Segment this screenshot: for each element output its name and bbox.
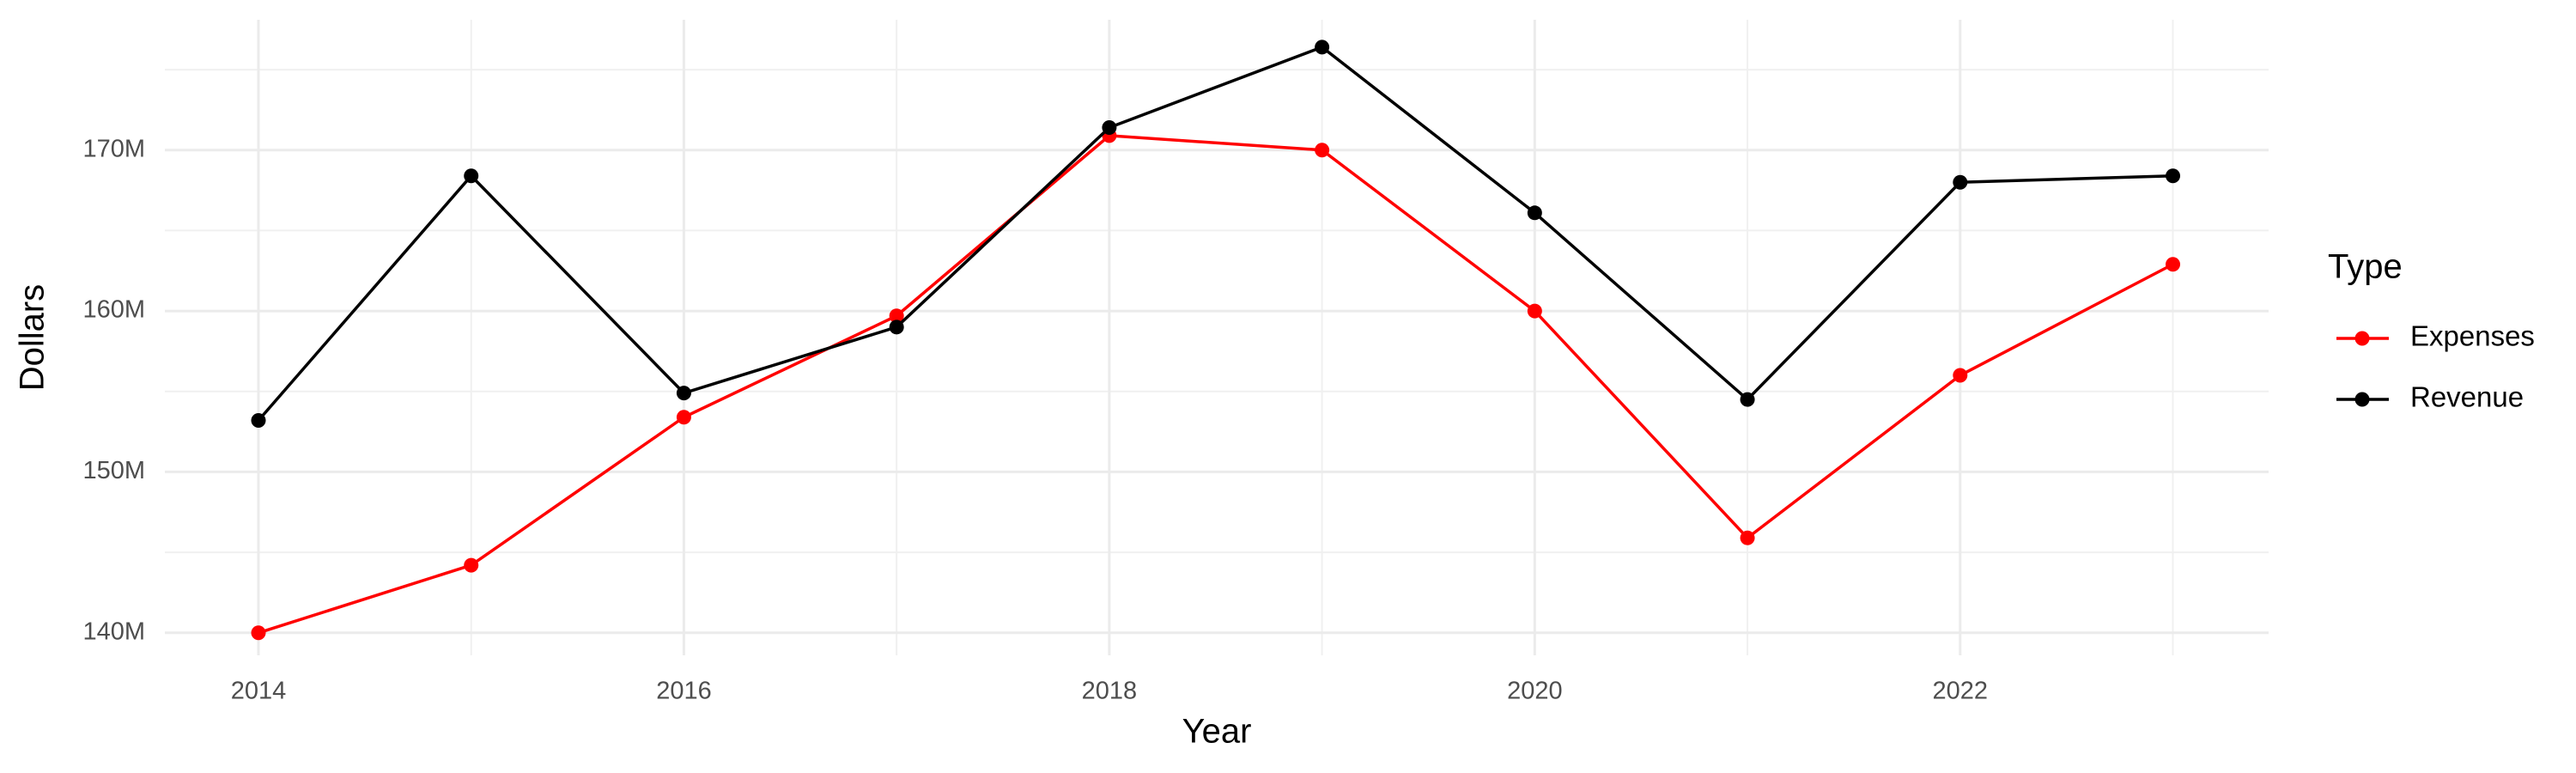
data-point: [1953, 174, 1968, 190]
data-point: [464, 168, 479, 184]
legend-point: [2354, 392, 2370, 407]
data-point: [251, 625, 266, 641]
data-point: [1527, 205, 1542, 221]
data-point: [1102, 120, 1117, 136]
data-point: [1315, 143, 1330, 158]
data-point: [1527, 303, 1542, 319]
data-point: [1953, 368, 1968, 383]
data-point: [889, 308, 904, 324]
data-point: [464, 557, 479, 573]
x-tick-label: 2020: [1507, 678, 1563, 705]
legend-label: Expenses: [2410, 320, 2535, 352]
x-axis-title: Year: [1182, 713, 1252, 751]
data-point: [1740, 392, 1755, 407]
y-tick-label: 150M: [82, 457, 145, 484]
data-point: [1315, 40, 1330, 55]
data-point: [2166, 257, 2181, 272]
x-tick-label: 2016: [656, 678, 712, 705]
legend-title: Type: [2328, 248, 2403, 286]
data-point: [251, 412, 266, 428]
legend-point: [2354, 331, 2370, 346]
x-tick-label: 2018: [1082, 678, 1138, 705]
legend-label: Revenue: [2410, 381, 2524, 413]
data-point: [676, 386, 691, 401]
data-point: [889, 320, 904, 335]
series-line: [257, 45, 2173, 422]
data-point: [2166, 168, 2181, 184]
data-point: [676, 410, 691, 425]
x-tick-label: 2022: [1933, 678, 1989, 705]
x-tick-label: 2014: [231, 678, 287, 705]
series-line: [258, 134, 2174, 635]
y-axis-title: Dollars: [14, 284, 52, 391]
y-tick-label: 170M: [82, 135, 145, 162]
y-tick-label: 160M: [82, 296, 145, 324]
data-point: [1740, 530, 1755, 545]
y-tick-label: 140M: [82, 618, 145, 645]
